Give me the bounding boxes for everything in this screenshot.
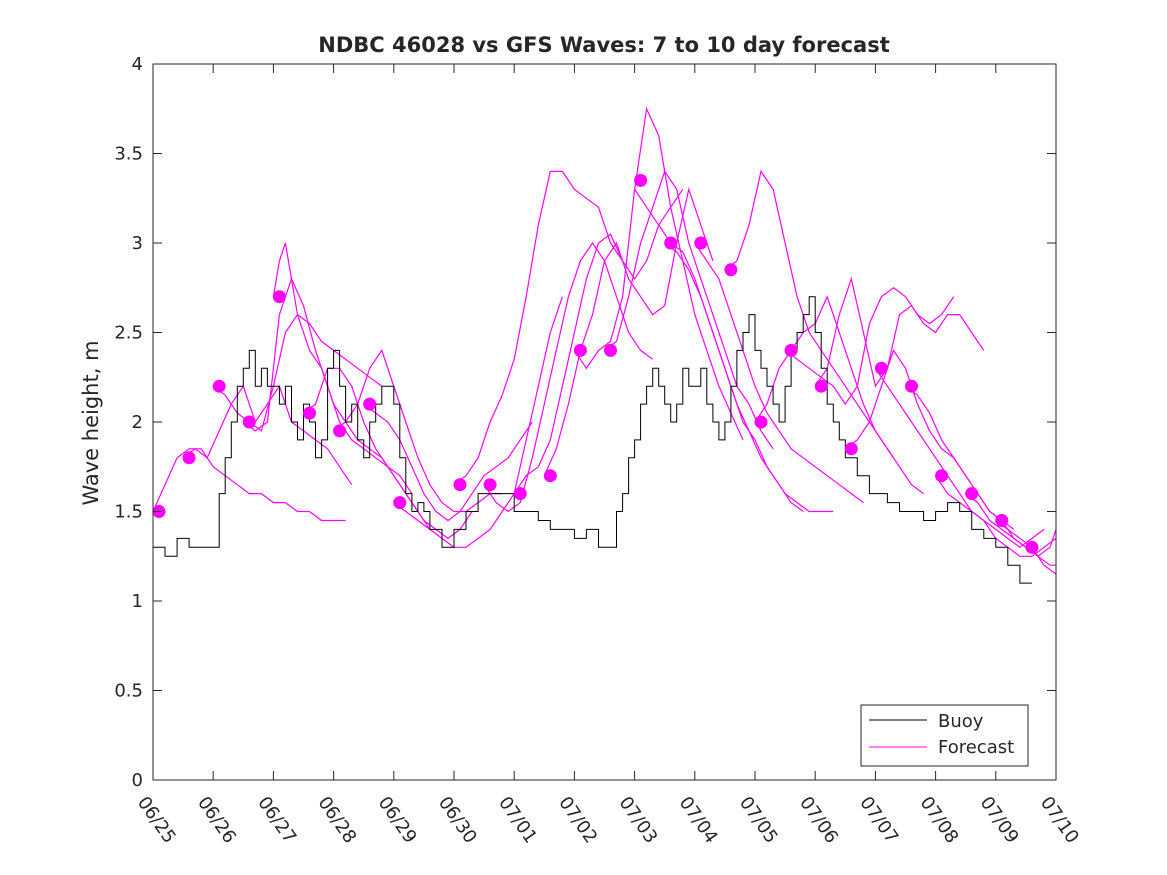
forecast-line [153,448,346,522]
forecast-line [182,384,353,486]
legend-label-buoy: Buoy [938,711,984,732]
y-tick-label: 1 [132,591,143,612]
forecast-marker [604,343,617,357]
y-axis-ticks: 0 0.5 1 1.5 2 2.5 3 3.5 4 [114,54,1056,791]
y-tick-label: 4 [132,54,143,75]
plot-area [152,106,1056,584]
legend: Buoy Forecast [860,704,1029,767]
forecast-line [573,106,744,441]
forecast-marker [844,442,858,456]
y-tick-label: 0 [132,770,143,791]
forecast-marker [965,487,979,501]
forecast-marker [905,379,918,393]
forecast-marker [182,451,196,465]
legend-label-forecast: Forecast [938,737,1014,758]
buoy-line [153,296,1032,584]
forecast-marker [784,343,798,357]
forecast-markers [152,173,1039,554]
y-tick-label: 2 [132,412,143,433]
forecast-line [995,520,1056,575]
forecast-line [664,242,834,513]
forecast-marker [754,415,768,429]
forecast-marker [995,514,1009,527]
forecast-line [784,287,955,406]
forecast-marker [363,397,377,411]
forecast-line [333,349,503,513]
forecast-line [513,188,684,494]
forecast-line [965,493,1056,558]
forecast-marker [272,290,286,304]
forecast-marker [1025,540,1039,554]
forecast-line [694,242,864,504]
y-axis-label: Wave height, m [79,340,103,505]
forecast-line [604,170,774,450]
forecast-marker [694,236,708,250]
forecast-marker [393,496,407,510]
y-tick-label: 2.5 [114,323,143,344]
forecast-line [363,403,533,522]
y-tick-label: 1.5 [114,502,143,523]
forecast-marker [664,236,678,250]
forecast-marker [814,379,828,393]
y-tick-label: 0.5 [114,681,143,702]
forecast-line [543,187,714,476]
forecast-marker [453,478,467,492]
forecast-marker [634,173,648,187]
legend-box [860,704,1029,767]
forecast-marker [513,487,527,501]
forecast-marker [935,469,949,483]
forecast-marker [333,424,347,438]
forecast-marker [242,415,256,429]
y-tick-label: 3 [132,233,143,254]
buoy-series [153,296,1032,584]
forecast-line [393,296,563,548]
forecast-marker [483,478,497,492]
forecast-marker [212,379,226,393]
forecast-marker [874,361,888,375]
forecast-marker [543,469,557,483]
forecast-marker [724,263,738,277]
forecast-line [874,367,1045,549]
y-tick-label: 3.5 [114,144,143,165]
forecast-line [754,295,924,495]
forecast-marker [303,406,316,420]
forecast-marker [573,343,587,357]
forecast-line [814,276,985,388]
forecast-line [724,169,894,459]
forecast-line [453,170,624,486]
chart-title: NDBC 46028 vs GFS Waves: 7 to 10 day for… [318,33,889,57]
forecast-line [483,241,654,513]
forecast-series [153,106,1056,575]
